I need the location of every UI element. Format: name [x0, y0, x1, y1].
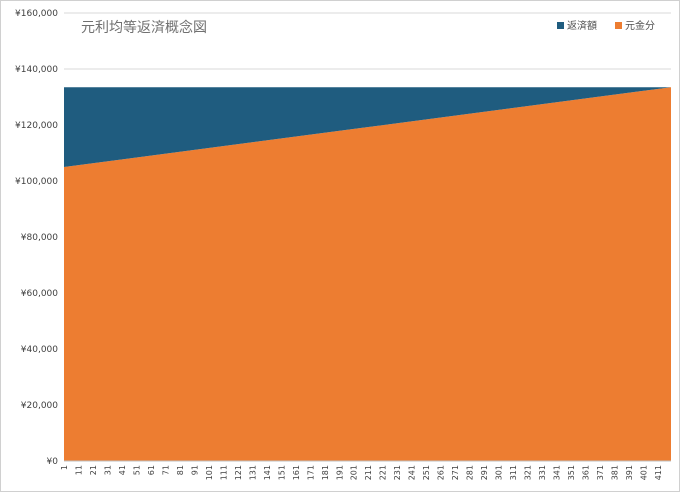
x-tick-label: 411 [654, 465, 663, 480]
y-tick-label: ¥40,000 [21, 345, 58, 355]
legend-swatch [615, 22, 622, 29]
y-tick-label: ¥80,000 [21, 233, 58, 243]
y-tick-label: ¥100,000 [15, 177, 58, 187]
x-tick-label: 401 [639, 465, 648, 480]
x-tick-label: 201 [350, 465, 359, 480]
x-tick-label: 231 [393, 465, 402, 480]
x-tick-label: 181 [321, 465, 330, 480]
area-series [64, 87, 671, 461]
y-tick-label: ¥0 [47, 457, 59, 467]
x-tick-label: 251 [422, 465, 431, 480]
y-tick-label: ¥120,000 [15, 121, 58, 131]
y-axis: ¥0 ¥20,000 ¥40,000 ¥60,000 ¥80,000 ¥100,000 ¥1… [15, 9, 58, 467]
x-tick-label: 341 [553, 465, 562, 480]
x-tick-label: 31 [103, 465, 112, 475]
x-tick-label: 91 [190, 465, 199, 475]
x-tick-label: 281 [466, 465, 475, 480]
y-tick-label: ¥160,000 [15, 9, 58, 19]
x-tick-label: 311 [509, 465, 518, 480]
x-tick-label: 291 [480, 465, 489, 480]
x-tick-label: 261 [437, 465, 446, 480]
y-tick-label: ¥20,000 [21, 401, 58, 411]
y-tick-label: ¥140,000 [15, 65, 58, 75]
x-tick-label: 51 [132, 465, 141, 475]
x-tick-label: 391 [625, 465, 634, 480]
chart-title: 元利均等返済概念図 [81, 19, 207, 36]
x-tick-label: 131 [248, 465, 257, 480]
x-tick-label: 171 [306, 465, 315, 480]
x-tick-label: 371 [596, 465, 605, 480]
x-tick-label: 11 [74, 465, 83, 475]
x-tick-label: 321 [524, 465, 533, 480]
x-tick-label: 101 [205, 465, 214, 480]
x-tick-label: 221 [379, 465, 388, 480]
x-tick-label: 71 [161, 465, 170, 475]
x-tick-label: 191 [335, 465, 344, 480]
x-tick-label: 331 [538, 465, 547, 480]
x-tick-label: 301 [495, 465, 504, 480]
x-tick-label: 1 [60, 465, 69, 470]
x-tick-label: 351 [567, 465, 576, 480]
x-tick-label: 21 [89, 465, 98, 475]
legend-label: 返済額 [567, 19, 597, 32]
x-tick-label: 241 [408, 465, 417, 480]
x-tick-label: 381 [611, 465, 620, 480]
x-tick-label: 111 [219, 465, 228, 480]
legend-swatch [557, 22, 564, 29]
x-tick-label: 151 [277, 465, 286, 480]
x-axis: 1 11 21 31 41 51 61 71 81 91 101 111 121 131 141 151 161… [60, 465, 663, 480]
area-series [64, 87, 671, 167]
x-tick-label: 211 [364, 465, 373, 480]
area-layer [64, 87, 671, 462]
x-tick-label: 121 [234, 465, 243, 480]
y-tick-label: ¥60,000 [21, 289, 58, 299]
x-tick-label: 81 [176, 465, 185, 475]
x-tick-label: 61 [147, 465, 156, 475]
x-tick-label: 361 [582, 465, 591, 480]
x-tick-label: 271 [451, 465, 460, 480]
x-tick-label: 161 [292, 465, 301, 480]
x-tick-label: 41 [118, 465, 127, 475]
x-tick-label: 141 [263, 465, 272, 480]
legend: 返済額 元金分 [557, 19, 655, 32]
legend-label: 元金分 [625, 19, 655, 32]
